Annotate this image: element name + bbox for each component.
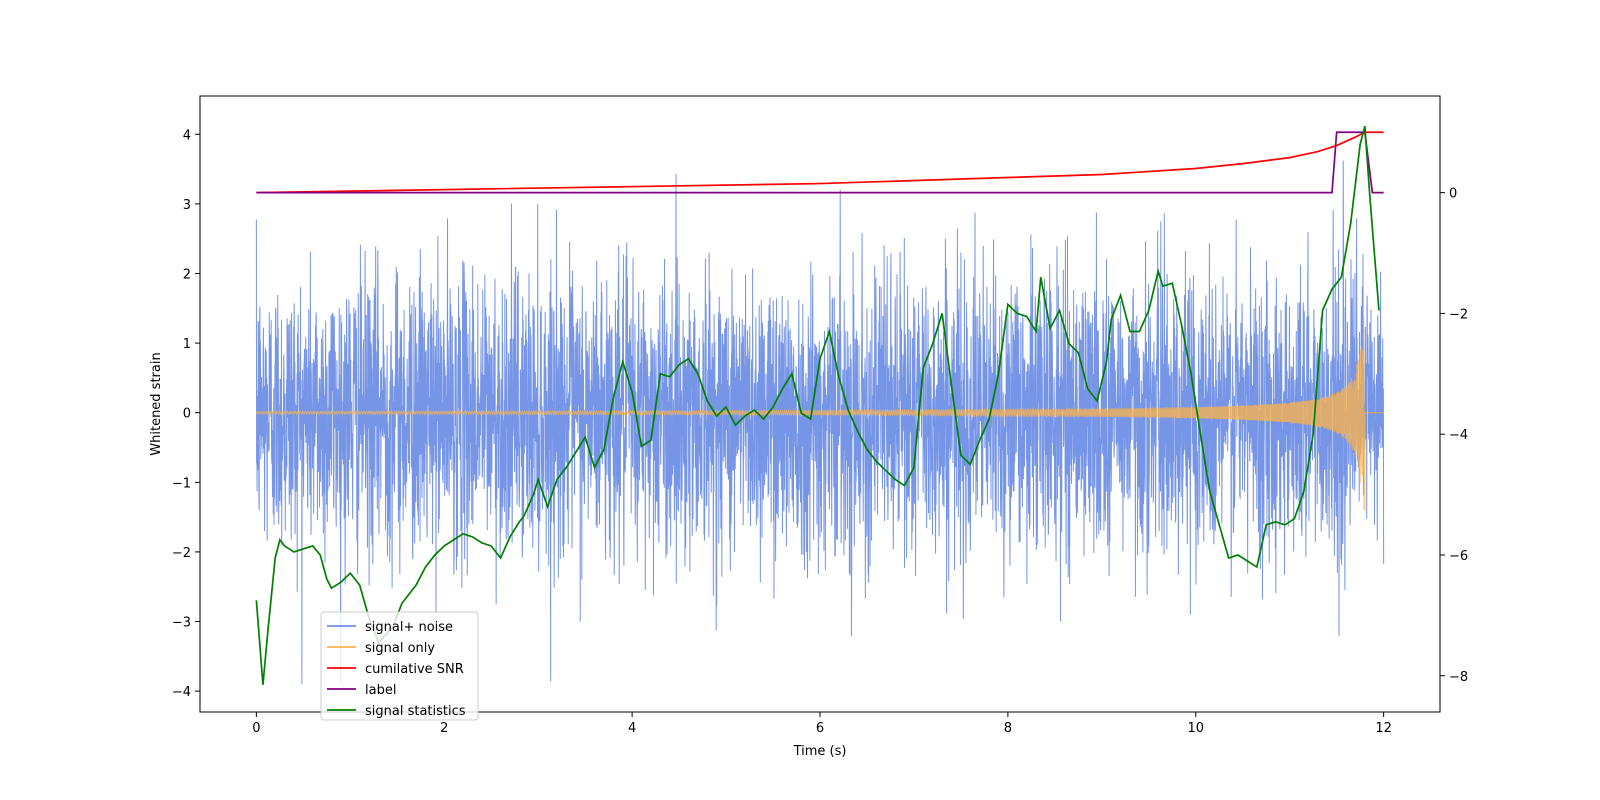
y2-tick-label: −4 (1449, 428, 1468, 443)
y-axis-left: −4 −3 −2 −1 0 1 2 3 4 (172, 128, 200, 700)
legend-label: cumilative SNR (365, 662, 464, 677)
y-tick-label: −3 (172, 616, 191, 631)
legend-box (320, 611, 479, 721)
y-tick-label: 0 (183, 407, 191, 422)
legend-label: signal statistics (365, 704, 466, 719)
x-tick-label: 8 (1004, 721, 1012, 736)
legend-label: signal+ noise (365, 620, 453, 635)
y2-tick-label: 0 (1449, 187, 1457, 202)
x-axis-label: Time (s) (793, 744, 847, 759)
y2-tick-label: −2 (1449, 307, 1468, 322)
series-signal-plus-noise (255, 160, 1385, 685)
x-tick-label: 0 (252, 721, 260, 736)
x-axis: 0 2 4 6 8 10 12 (252, 712, 1392, 736)
series-signal-statistics (255, 125, 1380, 685)
x-tick-label: 10 (1187, 721, 1204, 736)
y-tick-label: −1 (172, 476, 191, 491)
y-tick-label: 4 (183, 128, 191, 143)
plot-area (255, 125, 1385, 685)
y-tick-label: −2 (172, 546, 191, 561)
x-tick-label: 6 (816, 721, 824, 736)
y-tick-label: 3 (183, 198, 191, 213)
legend: signal+ noise signal only cumilative SNR la… (320, 611, 479, 721)
y2-tick-label: −6 (1449, 549, 1468, 564)
y-tick-label: 1 (183, 337, 191, 352)
y-tick-label: 2 (183, 267, 191, 282)
y-tick-label: −4 (172, 685, 191, 700)
x-tick-label: 4 (628, 721, 636, 736)
series-label (256, 131, 1384, 194)
legend-label: label (365, 683, 396, 698)
x-tick-label: 12 (1375, 721, 1392, 736)
series-cumilative-snr (256, 131, 1384, 194)
y-axis-right: −8 −6 −4 −2 0 (1440, 187, 1468, 685)
legend-label: signal only (365, 641, 435, 656)
y2-tick-label: −8 (1449, 670, 1468, 685)
y-axis-label: Whitened strain (149, 352, 164, 455)
x-tick-label: 2 (440, 721, 448, 736)
